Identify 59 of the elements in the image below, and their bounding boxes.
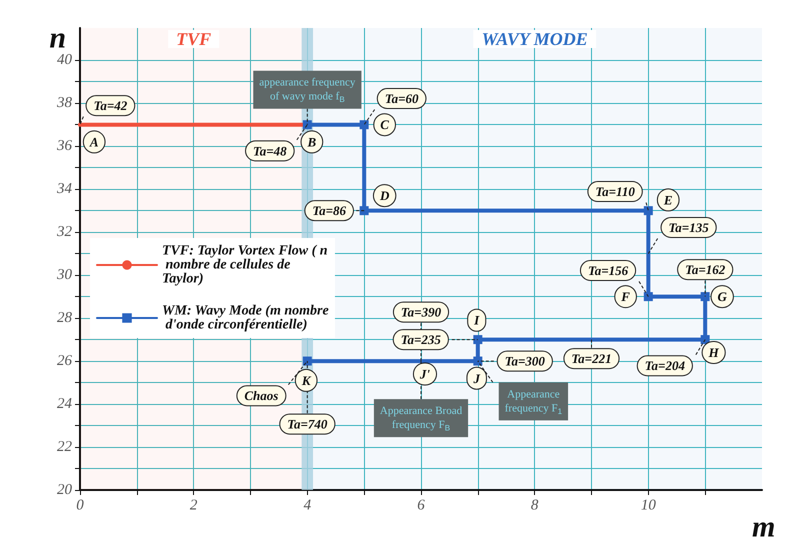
- annotation: Ta=42: [94, 98, 128, 114]
- annotation: C: [380, 117, 390, 132]
- annotation: G: [718, 289, 728, 304]
- x-tick-label: 6: [417, 498, 426, 514]
- y-tick-label: 30: [56, 267, 72, 284]
- x-tick-label: 10: [640, 498, 656, 514]
- y-tick-label: 34: [56, 181, 72, 198]
- y-tick-label: 26: [57, 353, 72, 370]
- annotation: F: [620, 289, 630, 304]
- annotation: A: [88, 134, 99, 150]
- annotation: Ta=110: [595, 184, 636, 200]
- x-tick-label: 4: [304, 498, 312, 514]
- x-tick-label: 0: [76, 498, 84, 514]
- annotation: Ta=390: [400, 304, 442, 320]
- annotation: J: [472, 370, 480, 386]
- y-tick-label: 32: [56, 224, 72, 240]
- annotation: Ta=60: [384, 91, 419, 106]
- point: [302, 120, 312, 130]
- point: [360, 120, 369, 130]
- legend-label: WM: Wavy Mode (m nombre d'onde circonférentielle): [162, 304, 329, 332]
- annotation: Ta=48: [253, 143, 288, 158]
- annotation: H: [708, 344, 720, 360]
- point: [644, 292, 653, 302]
- annotation: D: [378, 188, 390, 204]
- x-axis-title: m: [752, 510, 776, 544]
- annotation: I: [473, 312, 480, 328]
- y-tick-label: 20: [57, 482, 72, 498]
- y-tick-label: 36: [56, 138, 72, 154]
- annotation: Ta=162: [685, 262, 726, 278]
- legend-label: TVF: Taylor Vortex Flow ( n nombre de cellules de Taylor): [162, 244, 328, 286]
- annotation: Ta=156: [588, 262, 629, 278]
- point: [473, 356, 482, 366]
- point: [473, 335, 482, 344]
- annotation: Ta=740: [287, 416, 328, 432]
- annotation: B: [306, 134, 317, 150]
- annotation: Ta=204: [644, 358, 686, 374]
- point: [700, 292, 710, 302]
- annotation: Chaos: [244, 388, 278, 404]
- y-tick-label: 24: [57, 396, 72, 412]
- annotation: Ta=221: [571, 351, 612, 366]
- annotation: K: [300, 372, 312, 388]
- y-tick-label: 22: [57, 439, 72, 456]
- annotation: Ta=86: [312, 203, 346, 218]
- annotation: Ta=300: [504, 354, 546, 369]
- band-label: WAVY MODE: [482, 29, 588, 49]
- x-tick-label: 8: [530, 498, 539, 514]
- y-axis-title: n: [49, 21, 66, 54]
- point: [644, 206, 653, 216]
- annotation: J': [418, 366, 430, 382]
- y-tick-label: 28: [57, 310, 72, 326]
- annotation: E: [662, 192, 673, 208]
- band-label: TVF: [176, 29, 212, 49]
- point: [360, 206, 369, 216]
- point: [302, 356, 312, 366]
- x-tick-label: 2: [190, 498, 198, 514]
- y-tick-label: 40: [57, 52, 72, 68]
- y-tick-label: 38: [56, 95, 72, 112]
- annotation: Ta=235: [400, 332, 442, 348]
- annotation: Ta=135: [668, 220, 710, 235]
